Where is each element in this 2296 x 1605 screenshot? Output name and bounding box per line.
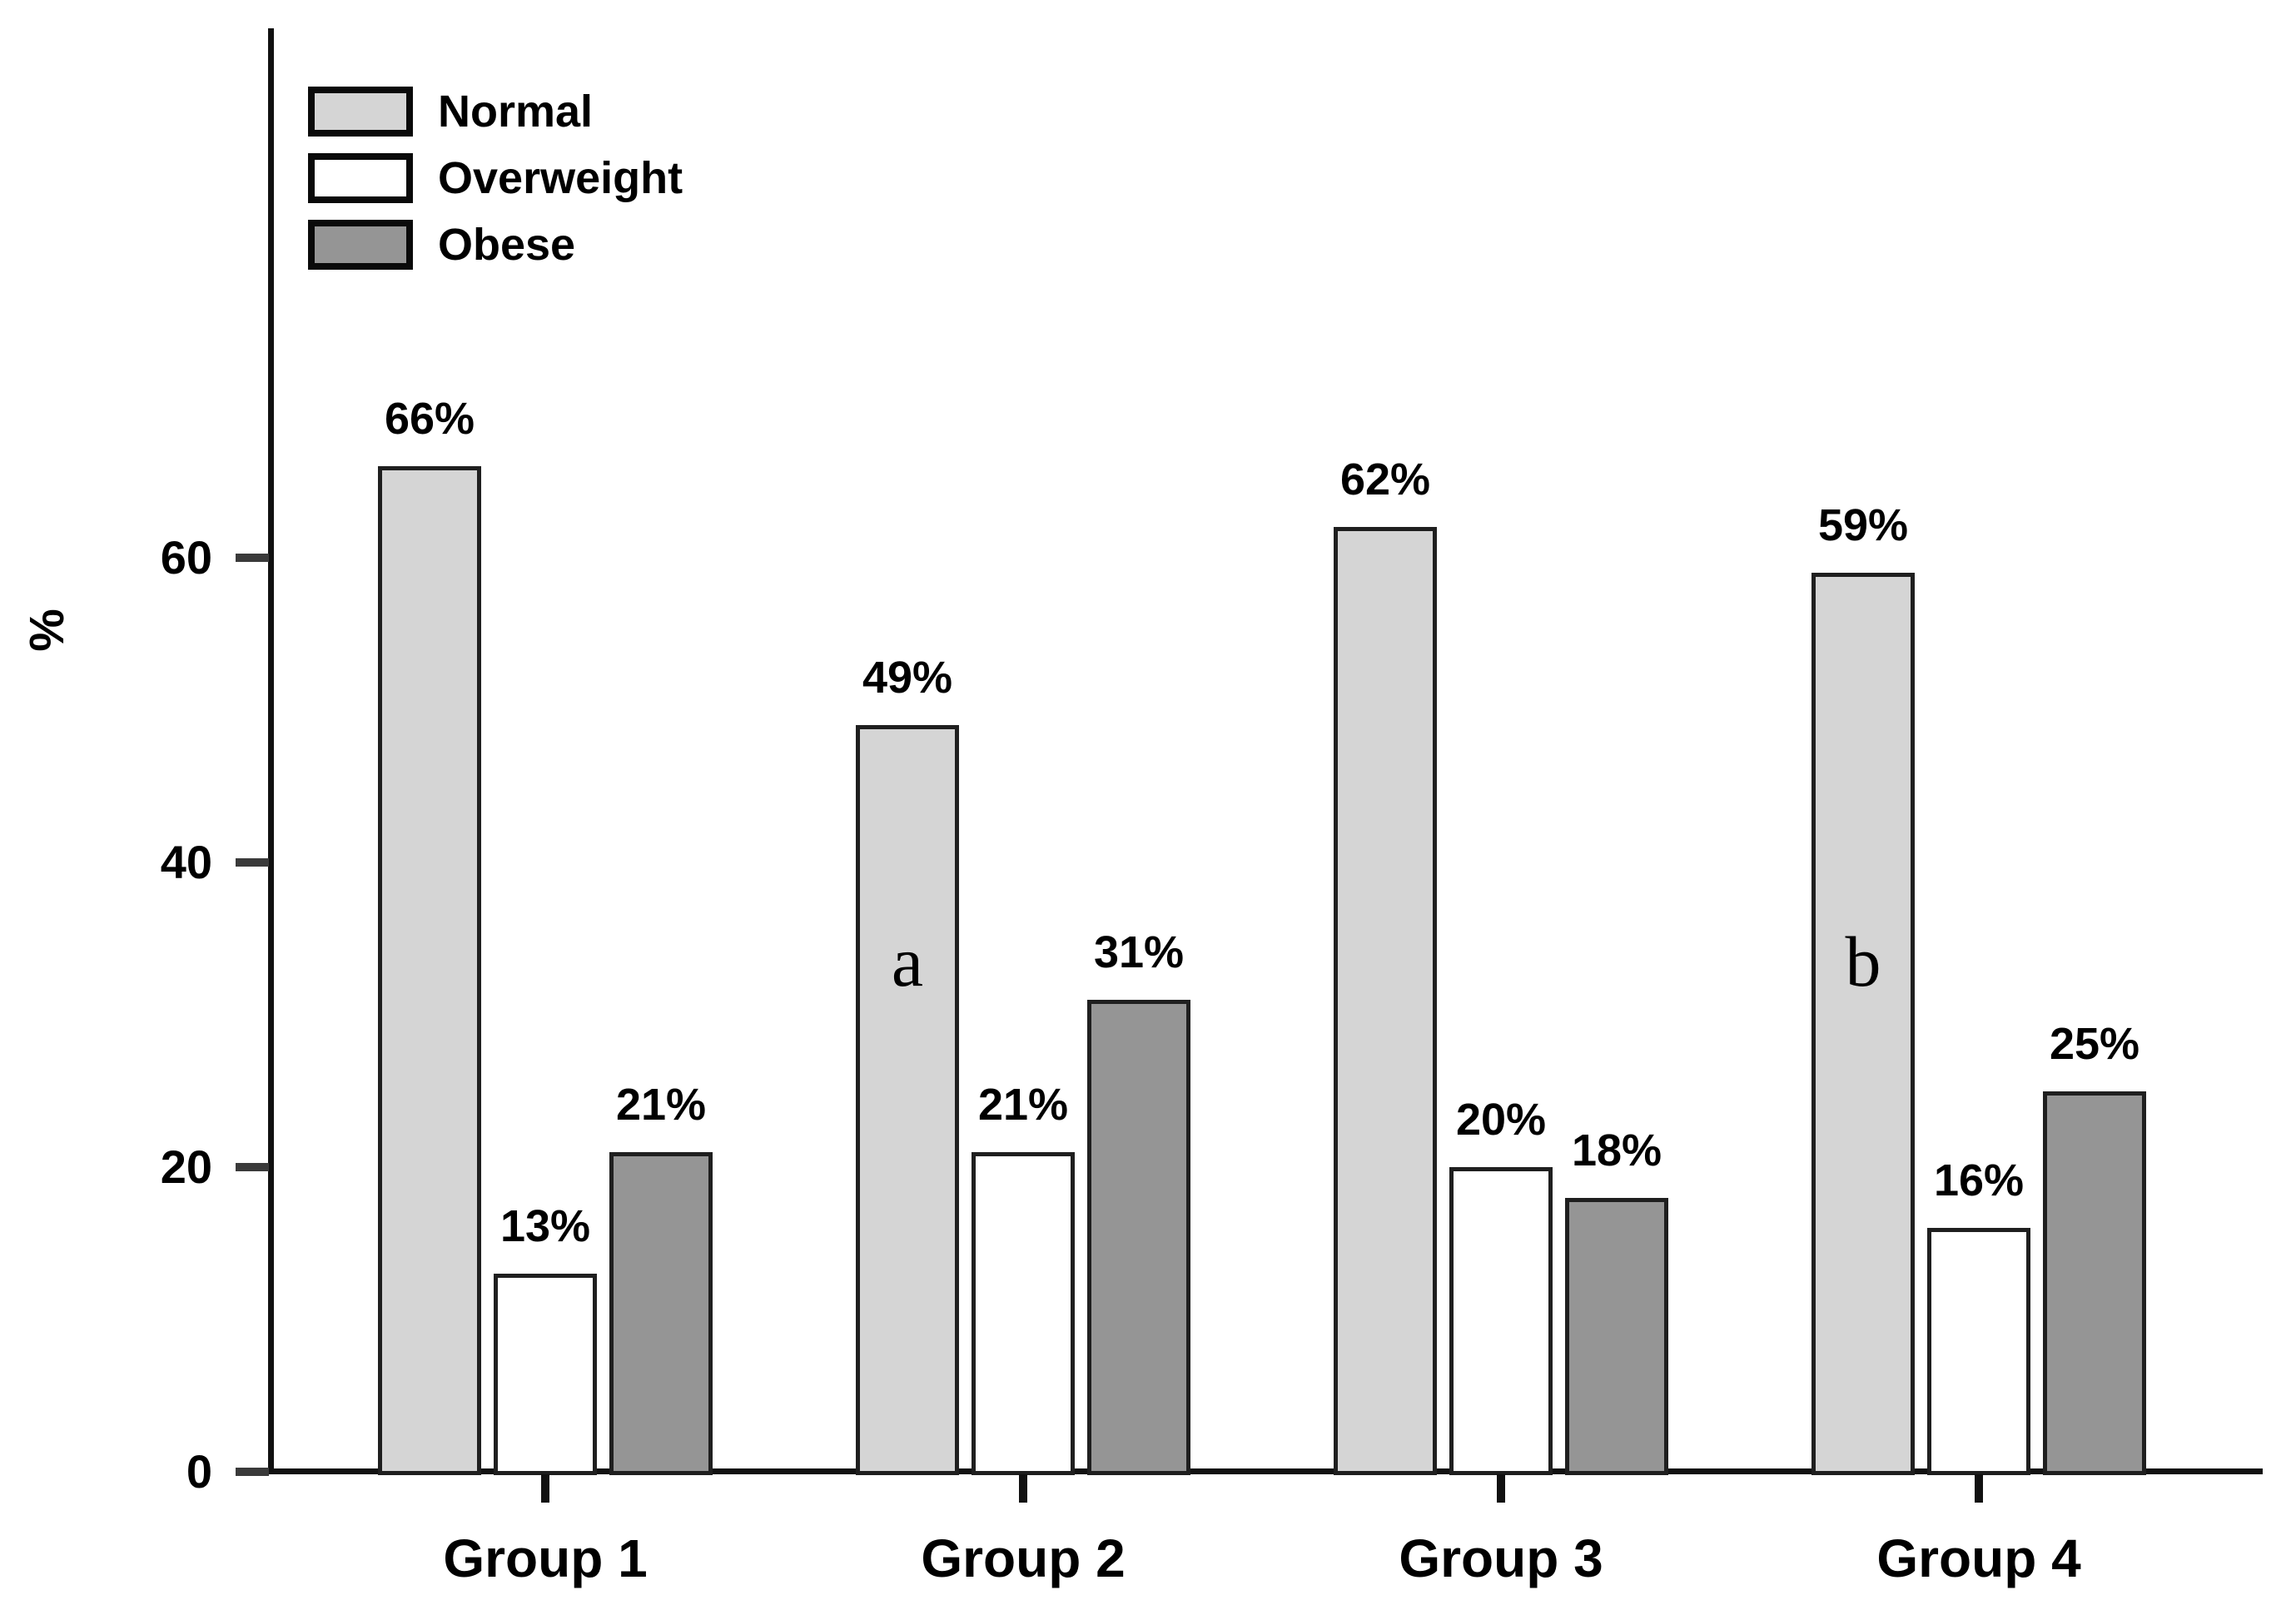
- bar-value-label-normal-group-3: 62%: [1339, 455, 1431, 505]
- bar-overweight-group-3: [1449, 1167, 1553, 1475]
- annotation-b: b: [1845, 922, 1881, 1001]
- y-tick-20: [236, 1163, 269, 1171]
- bar-value-label-overweight-group-1: 13%: [499, 1201, 591, 1252]
- y-tick-label-0: 0: [186, 1445, 212, 1498]
- y-tick-label-20: 20: [160, 1140, 212, 1193]
- bar-value-label-overweight-group-3: 20%: [1455, 1095, 1547, 1145]
- x-axis-line: [268, 1468, 2263, 1474]
- bar-obese-group-2: [1087, 999, 1190, 1475]
- y-tick-40: [236, 858, 269, 867]
- legend-label-obese: Obese: [438, 220, 576, 270]
- bar-value-label-obese-group-3: 18%: [1571, 1125, 1662, 1175]
- y-tick-label-40: 40: [160, 836, 212, 888]
- bar-value-label-obese-group-4: 25%: [2049, 1018, 2140, 1069]
- legend-label-normal: Normal: [438, 87, 594, 137]
- legend-item-obese: Obese: [308, 220, 575, 270]
- legend-swatch-overweight: [308, 153, 413, 203]
- bar-overweight-group-4: [1927, 1228, 2030, 1475]
- x-tick-3: [1497, 1474, 1505, 1503]
- bar-normal-group-2: [856, 725, 959, 1475]
- legend-label-overweight: Overweight: [438, 153, 683, 203]
- bar-obese-group-1: [609, 1151, 713, 1475]
- y-tick-60: [236, 554, 269, 562]
- legend-swatch-normal: [308, 87, 413, 137]
- y-tick-0: [236, 1468, 269, 1476]
- bar-normal-group-3: [1334, 527, 1437, 1475]
- y-axis-line: [268, 28, 274, 1474]
- bar-overweight-group-2: [972, 1151, 1075, 1475]
- y-tick-label-60: 60: [160, 531, 212, 584]
- x-tick-1: [541, 1474, 549, 1503]
- bar-value-label-obese-group-1: 21%: [615, 1079, 707, 1130]
- x-axis-label-group-2: Group 2: [921, 1528, 1126, 1588]
- bar-normal-group-1: [378, 466, 481, 1475]
- bar-value-label-normal-group-4: 59%: [1817, 500, 1909, 551]
- bar-obese-group-4: [2043, 1091, 2146, 1475]
- x-tick-4: [1975, 1474, 1983, 1503]
- x-axis-label-group-3: Group 3: [1399, 1528, 1603, 1588]
- bar-value-label-obese-group-2: 31%: [1093, 927, 1185, 977]
- legend-item-overweight: Overweight: [308, 153, 683, 203]
- bar-value-label-overweight-group-4: 16%: [1933, 1155, 2025, 1206]
- bar-obese-group-3: [1565, 1197, 1668, 1475]
- legend-item-normal: Normal: [308, 87, 593, 137]
- legend-swatch-obese: [308, 220, 413, 270]
- x-axis-label-group-4: Group 4: [1876, 1528, 2081, 1588]
- bar-normal-group-4: [1811, 573, 1915, 1475]
- bar-value-label-normal-group-1: 66%: [384, 394, 475, 445]
- annotation-a: a: [891, 922, 924, 1001]
- bar-value-label-normal-group-2: 49%: [862, 653, 953, 703]
- bar-overweight-group-1: [494, 1274, 597, 1475]
- bar-value-label-overweight-group-2: 21%: [977, 1079, 1069, 1130]
- x-axis-label-group-1: Group 1: [443, 1528, 648, 1588]
- x-tick-2: [1019, 1474, 1027, 1503]
